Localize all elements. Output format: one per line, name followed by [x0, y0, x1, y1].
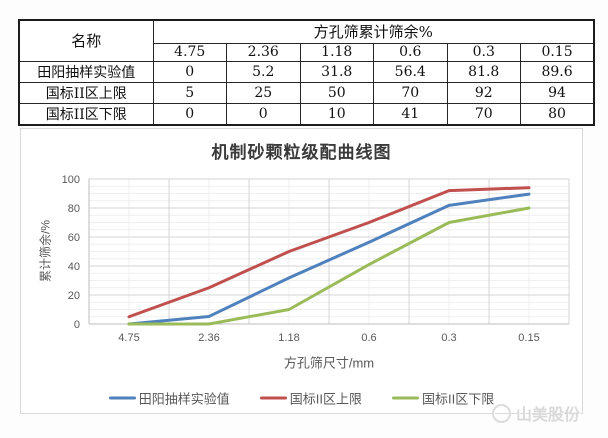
- table-sizes-row: 4.75 2.36 1.18 0.6 0.3 0.15: [19, 42, 595, 62]
- size-cell: 4.75: [152, 42, 227, 62]
- size-cell: 0.15: [520, 42, 595, 62]
- value-cell: 0: [152, 102, 227, 125]
- series-line-2: [127, 206, 531, 326]
- size-cell: 2.36: [226, 42, 301, 62]
- x-tick-label: 0.3: [441, 332, 456, 344]
- series-line-0: [127, 192, 531, 326]
- y-tick-label: 20: [68, 290, 80, 302]
- size-cell: 1.18: [299, 42, 374, 62]
- x-tick-label: 0.6: [361, 332, 376, 344]
- chart-plot-area: 0 20 40 60 80 100 4.75 2.36 1.18 0.6 0.3 0.15: [62, 174, 570, 344]
- legend-item-series-0: 田阳抽样实验值: [108, 389, 230, 408]
- table-row: 国标II区上限 5 25 50 70 92 94: [18, 81, 595, 104]
- table-row: 国标II区下限 0 0 10 41 70 80: [18, 102, 595, 125]
- legend-line-sample-icon: [392, 396, 419, 400]
- x-tick-label: 2.36: [198, 332, 219, 344]
- value-cell: 25: [226, 81, 301, 104]
- y-tick-label: 40: [68, 261, 80, 273]
- y-tick-label: 0: [74, 319, 80, 331]
- size-cell: 0.3: [446, 42, 521, 62]
- table-header-group: 方孔筛累计筛余%: [152, 19, 595, 44]
- value-cell: 10: [299, 102, 374, 125]
- value-cell: 41: [373, 102, 448, 125]
- table-header-row: 名称 方孔筛累计筛余%: [18, 19, 595, 62]
- x-axis-label: 方孔筛尺寸/mm: [283, 355, 375, 371]
- legend-label: 国标II区下限: [422, 391, 495, 407]
- row-label: 田阳抽样实验值: [18, 60, 154, 83]
- value-cell: 5.2: [226, 60, 301, 83]
- series-line-1: [127, 186, 531, 319]
- value-cell: 50: [299, 81, 374, 104]
- legend-label: 国标II区上限: [289, 391, 362, 407]
- legend-item-series-2: 国标II区下限: [392, 389, 494, 408]
- value-cell: 89.6: [520, 60, 595, 83]
- row-label: 国标II区下限: [18, 102, 154, 125]
- y-axis-label: 累计筛余/%: [38, 219, 53, 283]
- value-cell: 80: [520, 102, 595, 125]
- y-tick-label: 60: [68, 232, 80, 244]
- value-cell: 92: [446, 81, 521, 104]
- legend-label: 田阳抽样实验值: [138, 391, 230, 407]
- value-cell: 70: [446, 102, 521, 125]
- value-cell: 70: [373, 81, 448, 104]
- value-cell: 94: [520, 81, 595, 104]
- x-tick-label: 1.18: [278, 332, 299, 344]
- chart-title: 机制砂颗粒级配曲线图: [211, 143, 392, 162]
- value-cell: 81.8: [446, 60, 521, 83]
- table-header-name: 名称: [18, 19, 154, 62]
- table-row: 田阳抽样实验值 0 5.2 31.8 56.4 81.8 89.6: [18, 60, 595, 83]
- value-cell: 31.8: [299, 60, 374, 83]
- gradation-chart: 0 20 40 60 80 100 4.75 2.36 1.18 0.6 0.3 0.15 机制砂颗粒…: [20, 128, 583, 414]
- x-tick-label: 0.15: [518, 332, 539, 344]
- row-label: 国标II区上限: [18, 81, 154, 104]
- size-cell: 0.6: [373, 42, 448, 62]
- legend-line-sample-icon: [259, 396, 287, 400]
- value-cell: 0: [152, 60, 227, 83]
- y-tick-label: 80: [68, 203, 80, 215]
- watermark-text: 山美股份: [516, 407, 581, 424]
- value-cell: 5: [152, 81, 227, 104]
- value-cell: 56.4: [373, 60, 448, 83]
- legend-line-sample-icon: [108, 396, 136, 400]
- y-tick-label: 100: [62, 174, 80, 186]
- watermark-logo-icon: [492, 403, 511, 423]
- watermark: 山美股份: [492, 401, 580, 425]
- legend-item-series-1: 国标II区上限: [259, 389, 362, 408]
- x-tick-label: 4.75: [118, 332, 139, 344]
- sieve-data-table: 名称 方孔筛累计筛余% 4.75 2.36 1.18 0.6 0.3 0.15 …: [18, 19, 596, 126]
- value-cell: 0: [226, 102, 301, 125]
- chart-legend: 田阳抽样实验值 国标II区上限 国标II区下限: [21, 389, 582, 408]
